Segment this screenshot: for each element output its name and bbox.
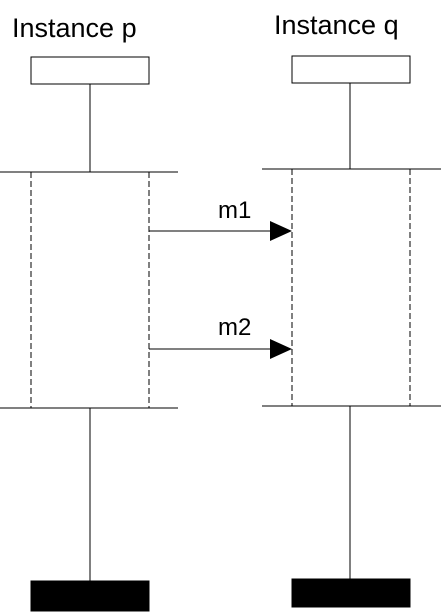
instance-p-head-box [30,56,150,85]
instance-p-title: Instance p [12,13,137,43]
instance-q: Instance q [262,10,441,608]
message-m2: m2 [149,314,292,359]
message-m1: m1 [149,197,292,241]
instance-q-end-box [291,578,411,608]
message-m1-arrowhead [270,221,292,241]
instance-p: Instance p [0,13,178,612]
instance-p-end-box [30,580,150,612]
instance-q-title: Instance q [274,10,399,40]
message-m2-label: m2 [218,314,251,341]
message-m2-arrowhead [270,339,292,359]
instance-q-head-box [291,55,411,84]
message-m1-label: m1 [218,197,251,224]
